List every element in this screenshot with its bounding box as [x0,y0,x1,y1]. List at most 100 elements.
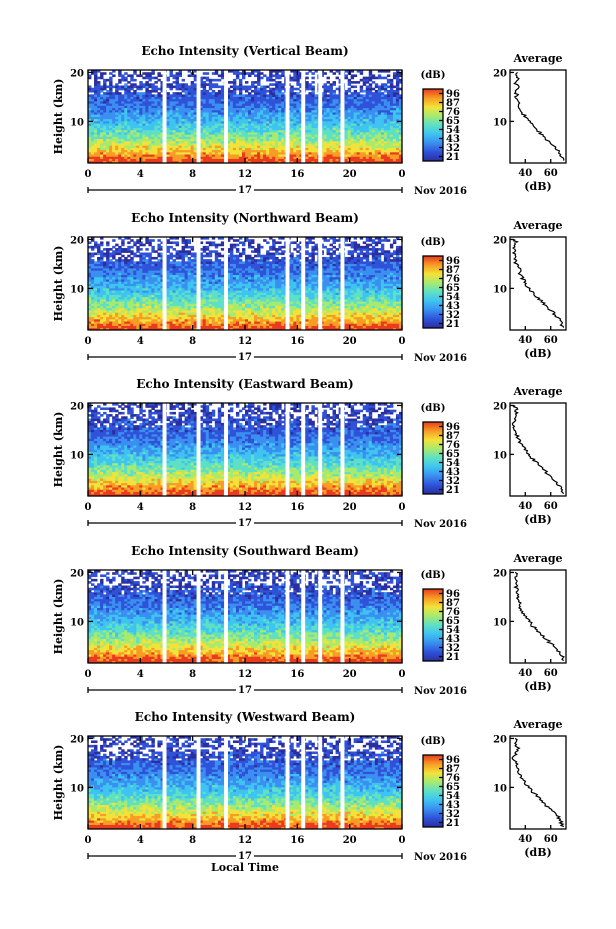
heatmap-cell [115,296,119,300]
heatmap-cell [154,303,158,307]
heatmap-cell [109,287,113,291]
heatmap-cell [181,101,186,104]
heatmap-cell [103,116,107,120]
heatmap-cell [151,109,155,113]
heatmap-cell [248,72,252,75]
heatmap-cell [154,103,158,106]
heatmap-cell [269,136,273,140]
heatmap-cell [217,136,222,140]
heatmap-cell [178,98,182,102]
heatmap-cell [386,120,391,124]
heatmap-cell [139,303,143,307]
heatmap-cell [266,94,270,97]
heatmap-cell [127,103,131,106]
heatmap-cell [124,287,128,291]
heatmap-cell [103,107,107,111]
heatmap-cell [142,272,146,276]
heatmap-cell [205,147,210,151]
heatmap-cell [169,143,173,146]
heatmap-cell [386,89,391,93]
heatmap-cell [124,107,128,111]
heatmap-cell [103,312,107,315]
heatmap-cell [395,140,400,144]
heatmap-cell [103,149,107,153]
heatmap-cell [386,85,391,89]
heatmap-cell [136,138,140,142]
colorbar [422,88,444,162]
heatmap-cell [226,87,231,91]
heatmap-cell [118,116,122,120]
heatmap-cell [205,156,210,159]
heatmap-cell [127,276,131,280]
heatmap-cell [121,307,125,311]
heatmap-cell [232,145,237,148]
heatmap-cell [266,129,270,133]
heatmap-cell [296,129,300,133]
heatmap-cell [112,85,116,89]
heatmap-cell [220,87,225,91]
heatmap-cell [103,134,107,137]
heatmap-cell [97,107,101,111]
heatmap-cell [211,120,216,124]
heatmap-cell [157,303,161,307]
heatmap-cell [181,145,186,148]
heatmap-cell [202,85,207,89]
heatmap-cell [172,85,176,89]
heatmap-cell [184,94,189,97]
heatmap-cell [115,96,119,100]
heatmap-cell [94,241,98,245]
heatmap-cell [359,145,364,148]
heatmap-cell [106,261,110,264]
x-tick-label: 0 [399,169,406,180]
heatmap-cell [97,129,101,133]
heatmap-cell [311,140,315,144]
heatmap-cell [190,154,195,157]
heatmap-cell [157,312,161,315]
heatmap-cell [166,116,170,120]
heatmap-cell [202,160,207,164]
heatmap-cell [106,160,110,164]
heatmap-cell [121,292,125,295]
heatmap-cell [91,89,95,93]
heatmap-cell [169,272,173,276]
heatmap-cell [109,129,113,133]
heatmap-cell [121,158,125,162]
heatmap-cell [311,125,315,128]
heatmap-cell [220,85,225,89]
heatmap-cell [323,120,327,124]
heatmap-cell [109,83,113,86]
heatmap-cell [359,156,364,159]
avg-y-tick-label: 20 [493,68,507,79]
heatmap-cell [94,143,98,146]
heatmap-cell [139,292,143,295]
heatmap-cell [109,261,113,264]
heatmap-cell [121,287,125,291]
heatmap-cell [356,81,361,84]
heatmap-cell [91,154,95,157]
heatmap-cell [139,98,143,102]
heatmap-cell [94,272,98,276]
heatmap-cell [142,276,146,280]
heatmap-cell [136,114,140,117]
heatmap-cell [254,74,258,78]
heatmap-cell [380,156,385,159]
heatmap-cell [148,292,152,295]
heatmap-cell [311,129,315,133]
heatmap-cell [115,107,119,111]
heatmap-cell [94,89,98,93]
heatmap-cell [184,96,189,100]
heatmap-cell [257,140,261,144]
heatmap-cell [356,109,361,113]
heatmap-cell [106,156,110,159]
heatmap-cell [329,145,333,148]
heatmap-cell [145,140,149,144]
heatmap-cell [118,120,122,124]
heatmap-cell [127,140,131,144]
heatmap-cell [254,81,258,84]
heatmap-cell [229,132,234,135]
heatmap-cell [97,85,101,89]
heatmap-cell [157,323,161,326]
heatmap-cell [214,85,219,89]
heatmap-cell [181,129,186,133]
heatmap-cell [127,143,131,146]
